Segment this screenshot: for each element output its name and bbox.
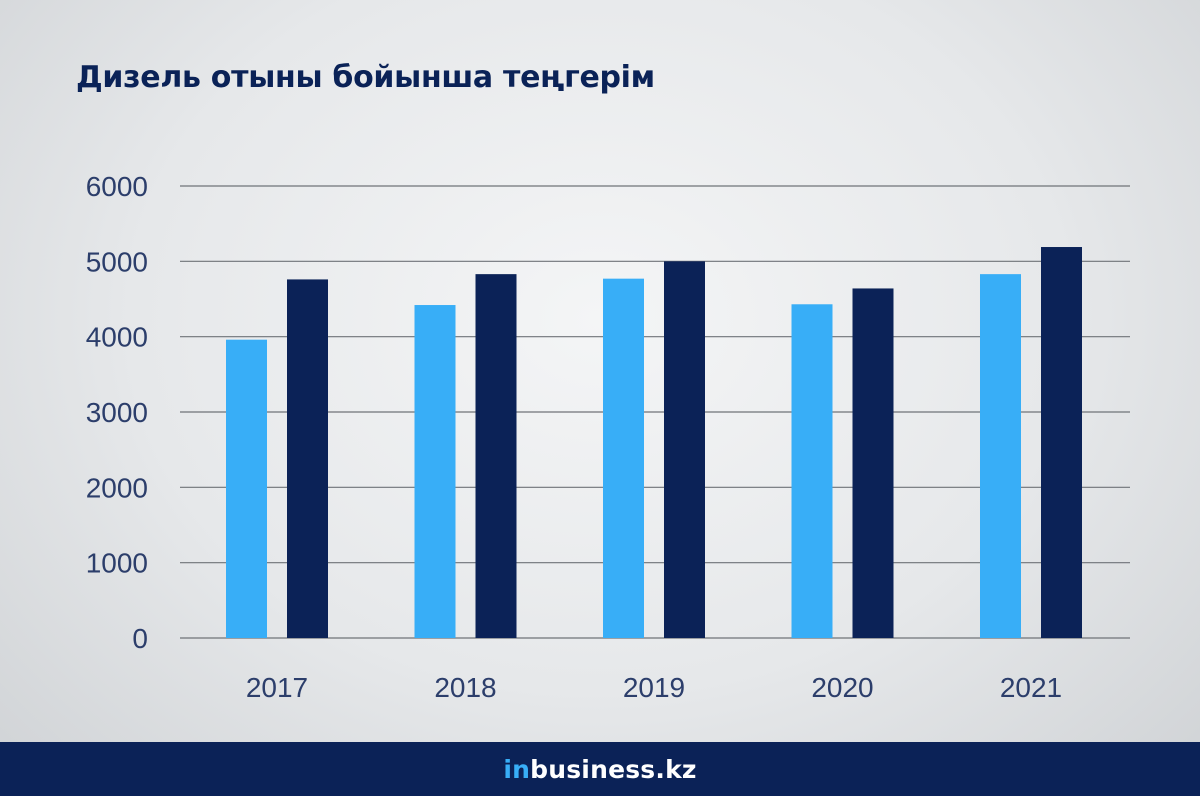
brand-logo-suffix: business.kz: [530, 754, 697, 784]
x-tick-label: 2020: [811, 672, 873, 703]
x-axis-ticks: 2017 2018 2019 2020 2021: [246, 672, 1062, 703]
x-tick-label: 2017: [246, 672, 308, 703]
bar-2021-series-2: [1041, 247, 1082, 638]
y-tick-label: 1000: [86, 548, 148, 579]
y-tick-label: 0: [132, 623, 148, 654]
y-tick-label: 2000: [86, 472, 148, 503]
y-tick-label: 6000: [86, 171, 148, 202]
bar-2021-series-1: [980, 274, 1021, 638]
bars: [226, 247, 1082, 638]
brand-logo[interactable]: inbusiness.kz: [503, 755, 696, 784]
bar-2019-series-2: [664, 261, 705, 638]
bar-2019-series-1: [603, 278, 644, 638]
bar-2018-series-1: [414, 305, 456, 638]
y-tick-label: 4000: [86, 322, 148, 353]
y-axis-ticks: 0 1000 2000 3000 4000 5000 6000: [86, 171, 148, 654]
bar-2020-series-2: [852, 288, 894, 638]
chart-title: Дизель отыны бойынша теңгерім: [76, 60, 655, 95]
bar-2017-series-2: [287, 279, 328, 638]
x-tick-label: 2019: [623, 672, 685, 703]
y-tick-label: 5000: [86, 246, 148, 277]
bar-2017-series-1: [226, 339, 267, 638]
x-tick-label: 2018: [434, 672, 496, 703]
y-tick-label: 3000: [86, 397, 148, 428]
bar-2020-series-1: [791, 304, 833, 638]
x-tick-label: 2021: [1000, 672, 1062, 703]
brand-logo-prefix: in: [503, 754, 531, 784]
footer-bar: inbusiness.kz: [0, 742, 1200, 796]
gridlines: [180, 185, 1130, 639]
bar-2018-series-2: [475, 274, 517, 638]
